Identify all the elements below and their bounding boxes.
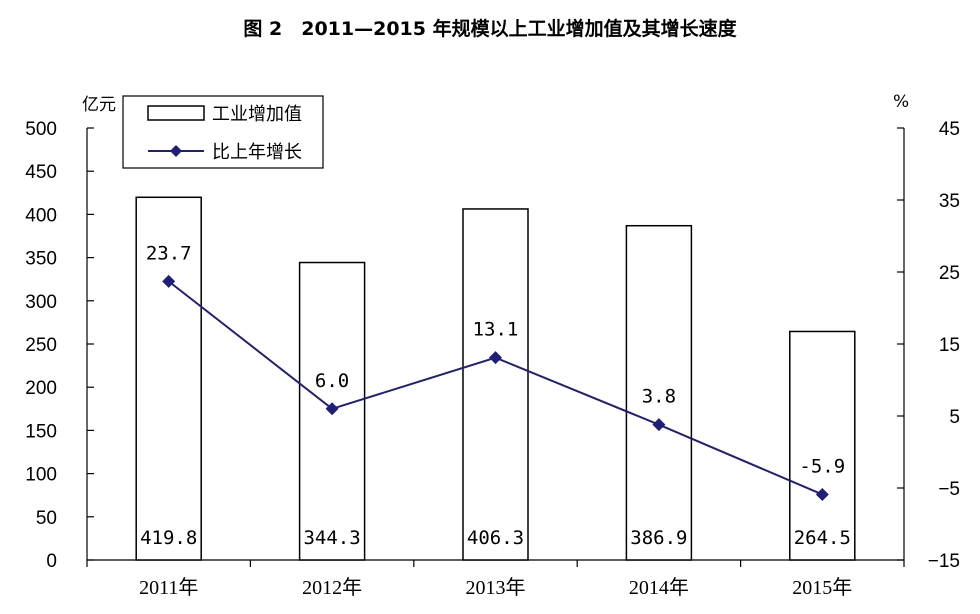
line-point: [162, 274, 176, 288]
y-right-unit: %: [893, 92, 909, 112]
line-point: [815, 487, 829, 501]
y-right-tick-label: −15: [928, 551, 960, 572]
legend-line-marker: [170, 145, 182, 157]
bar: [462, 208, 529, 561]
bar-label: 264.5: [794, 527, 851, 549]
bar-label: 406.3: [467, 527, 524, 549]
y-right-tick-label: 45: [939, 119, 960, 140]
y-left-tick-label: 350: [25, 249, 57, 270]
legend-label-bars: 工业增加值: [212, 104, 302, 125]
bar: [135, 196, 202, 561]
line-point: [325, 402, 339, 416]
bar: [789, 330, 856, 561]
x-tick-label: 2013年: [466, 576, 526, 599]
y-left-tick-label: 200: [25, 378, 57, 399]
bar: [625, 224, 693, 561]
y-right-tick-label: −5: [938, 479, 960, 500]
bar-label: 419.8: [140, 527, 197, 549]
y-right-tick-label: 15: [939, 335, 960, 356]
legend-bar-swatch: [147, 105, 205, 121]
y-left-unit: 亿元: [82, 95, 116, 115]
bars: 419.8 344.3 406.3 386.9 264.5: [135, 196, 856, 561]
y-right-tick-label: 35: [939, 191, 960, 212]
y-left-tick-label: 50: [36, 508, 57, 529]
y-left-tick-label: 0: [46, 551, 57, 572]
y-left-tick-label: 300: [25, 292, 57, 313]
line-label: 6.0: [315, 370, 349, 392]
line-point: [489, 351, 502, 365]
bar-label: 386.9: [630, 527, 687, 549]
bar-label: 344.3: [303, 527, 360, 549]
y-left-tick-label: 500: [25, 119, 57, 140]
y-left-tick-label: 400: [25, 205, 57, 226]
growth-line: 23.7 6.0 13.1 3.8 -5.9: [146, 242, 845, 501]
x-tick-label: 2015年: [792, 576, 852, 599]
x-tick-label: 2014年: [629, 576, 689, 599]
line-label: 23.7: [146, 242, 192, 264]
line-label: 13.1: [473, 319, 519, 341]
line-label: -5.9: [799, 455, 845, 477]
y-left-tick-label: 100: [25, 465, 57, 486]
line-label: 3.8: [642, 386, 676, 408]
y-left-tick-label: 150: [25, 421, 57, 442]
line-point: [652, 418, 666, 432]
y-left-tick-label: 450: [25, 162, 57, 183]
axes: 0 50 100 150 200 250 300 350 400 450 500 45 35 25 15 5 −…: [25, 92, 960, 599]
y-left-tick-label: 250: [25, 335, 57, 356]
x-tick-label: 2011年: [139, 576, 198, 599]
legend-label-line: 比上年增长: [212, 142, 302, 163]
y-right-tick-label: 5: [949, 407, 960, 428]
y-right-tick-label: 25: [939, 263, 960, 284]
chart-title: 图 2 2011—2015 年规模以上工业增加值及其增长速度: [243, 18, 737, 40]
x-tick-label: 2012年: [302, 576, 362, 599]
